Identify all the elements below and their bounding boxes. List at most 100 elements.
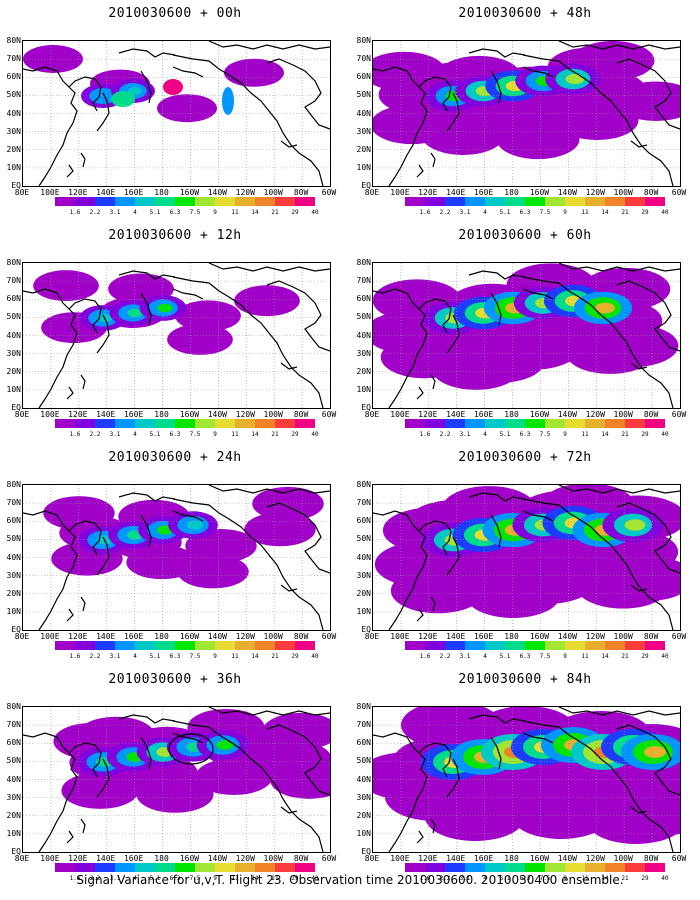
variance-shade bbox=[234, 285, 300, 317]
map-panel: 2010030600 + 00h 80N 70N 60N 50N 40N 30N 20N 10N… bbox=[0, 0, 350, 222]
map-panel: 2010030600 + 36h 80N 70N 60N 50N 40N 30N 20N 10N… bbox=[0, 666, 350, 888]
longitude-label: 160W bbox=[179, 410, 200, 419]
variance-shade bbox=[425, 793, 525, 841]
longitude-label: 60W bbox=[321, 410, 337, 419]
coastline bbox=[266, 724, 330, 796]
colorbar-swatch bbox=[525, 863, 545, 872]
colorbar-swatch bbox=[95, 197, 115, 206]
colorbar-swatch bbox=[175, 863, 195, 872]
colorbar-tick-label: 3.1 bbox=[109, 875, 121, 882]
latitude-label: EQ bbox=[11, 403, 21, 412]
longitude-label: 80E bbox=[14, 188, 30, 197]
colorbar-swatch bbox=[525, 197, 545, 206]
longitude-label: 120E bbox=[68, 410, 88, 419]
longitude-label: 180 bbox=[154, 632, 169, 641]
colorbar-swatch bbox=[525, 419, 545, 428]
coastline bbox=[430, 374, 436, 390]
variance-shade bbox=[175, 300, 241, 332]
variance-map bbox=[372, 262, 681, 409]
coastline bbox=[280, 140, 298, 148]
colorbar-tick-label: 29 bbox=[291, 653, 299, 660]
longitude-label: 60W bbox=[671, 188, 687, 197]
colorbar-swatch bbox=[565, 863, 585, 872]
coastline bbox=[66, 164, 74, 178]
colorbar-tick-label: 21 bbox=[621, 431, 629, 438]
coastline bbox=[468, 714, 526, 724]
longitude-label: 160W bbox=[529, 188, 550, 197]
colorbar-swatch bbox=[115, 641, 135, 650]
coastline bbox=[446, 536, 460, 576]
coastline bbox=[558, 485, 680, 494]
coastline bbox=[172, 288, 204, 300]
longitude-label: 140E bbox=[96, 632, 116, 641]
colorbar-swatch bbox=[135, 419, 155, 428]
colorbar-tick-label: 1.6 bbox=[419, 875, 431, 882]
coastline bbox=[66, 830, 74, 844]
longitude-label: 80E bbox=[14, 410, 30, 419]
colorbar-tick-label: 11 bbox=[581, 209, 589, 216]
colorbar-tick-label: 14 bbox=[601, 653, 609, 660]
coastline bbox=[616, 724, 680, 796]
colorbar-tick-label: 5.1 bbox=[499, 653, 511, 660]
coastline bbox=[418, 76, 452, 112]
panel-title: 2010030600 + 12h bbox=[108, 228, 242, 243]
variance-shade bbox=[163, 79, 183, 95]
coastline bbox=[172, 498, 324, 630]
colorbar-tick-label: 40 bbox=[311, 209, 319, 216]
colorbar-tick-label: 40 bbox=[311, 653, 319, 660]
variance-map bbox=[372, 484, 681, 631]
colorbar-tick-label: 14 bbox=[251, 653, 259, 660]
variance-map bbox=[372, 706, 681, 853]
colorbar-tick-label: 29 bbox=[641, 875, 649, 882]
coastline bbox=[373, 510, 428, 630]
colorbar-tick-label: 9 bbox=[563, 209, 567, 216]
longitude-label: 120E bbox=[68, 632, 88, 641]
colorbar-labels: 1.6 2.2 3.1 4 5.1 6.3 7.5 9 11 14 21 29 40 bbox=[405, 209, 669, 217]
longitude-label: 160W bbox=[529, 632, 550, 641]
variance-map bbox=[22, 40, 331, 187]
longitude-label: 160W bbox=[179, 188, 200, 197]
coastline bbox=[66, 608, 74, 622]
colorbar-swatch bbox=[565, 197, 585, 206]
colorbar-tick-label: 7.5 bbox=[539, 653, 551, 660]
longitude-label: 80W bbox=[293, 854, 309, 863]
longitude-label: 80E bbox=[364, 410, 380, 419]
coastline bbox=[280, 806, 298, 814]
colorbar-swatch bbox=[645, 641, 665, 650]
coastline bbox=[522, 498, 674, 630]
map-panel: 2010030600 + 84h 80N 70N 60N 50N 40N 30N 20N 10N… bbox=[350, 666, 700, 888]
coastline bbox=[118, 492, 176, 502]
longitude-label: 140W bbox=[557, 632, 577, 641]
variance-shade bbox=[390, 568, 486, 614]
coastline bbox=[80, 152, 86, 168]
coastline bbox=[558, 41, 680, 50]
latitude-label: 40N bbox=[6, 774, 21, 784]
coastline bbox=[522, 288, 554, 300]
colorbar-tick-label: 29 bbox=[641, 431, 649, 438]
colorbar-tick-label: 3.1 bbox=[109, 431, 121, 438]
coastline bbox=[96, 536, 110, 576]
colorbar-tick-label: 21 bbox=[271, 653, 279, 660]
colorbar-labels: 1.6 2.2 3.1 4 5.1 6.3 7.5 9 11 14 21 29 40 bbox=[405, 875, 669, 883]
colorbar-tick-label: 6.3 bbox=[169, 653, 181, 660]
coastline bbox=[522, 510, 554, 522]
colorbar-tick-label: 7.5 bbox=[189, 209, 201, 216]
colorbar-tick-label: 5.1 bbox=[499, 431, 511, 438]
longitude-label: 160E bbox=[123, 410, 144, 419]
coastline bbox=[558, 263, 680, 272]
coastline bbox=[266, 280, 330, 352]
latitude-label: 10N bbox=[6, 162, 21, 172]
longitude-label: 100W bbox=[613, 410, 633, 419]
latitude-label: 70N bbox=[356, 498, 371, 508]
longitude-label: 180 bbox=[154, 188, 169, 197]
colorbar-swatch bbox=[565, 641, 585, 650]
longitude-label: 120W bbox=[235, 632, 255, 641]
colorbar-swatch bbox=[95, 863, 115, 872]
colorbar-tick-label: 14 bbox=[601, 875, 609, 882]
coastline bbox=[80, 374, 86, 390]
latitude-label: 50N bbox=[6, 534, 21, 544]
colorbar-tick-label: 21 bbox=[621, 653, 629, 660]
map-canvas bbox=[373, 485, 680, 630]
colorbar-tick-label: 21 bbox=[271, 431, 279, 438]
colorbar-tick-label: 9 bbox=[563, 431, 567, 438]
